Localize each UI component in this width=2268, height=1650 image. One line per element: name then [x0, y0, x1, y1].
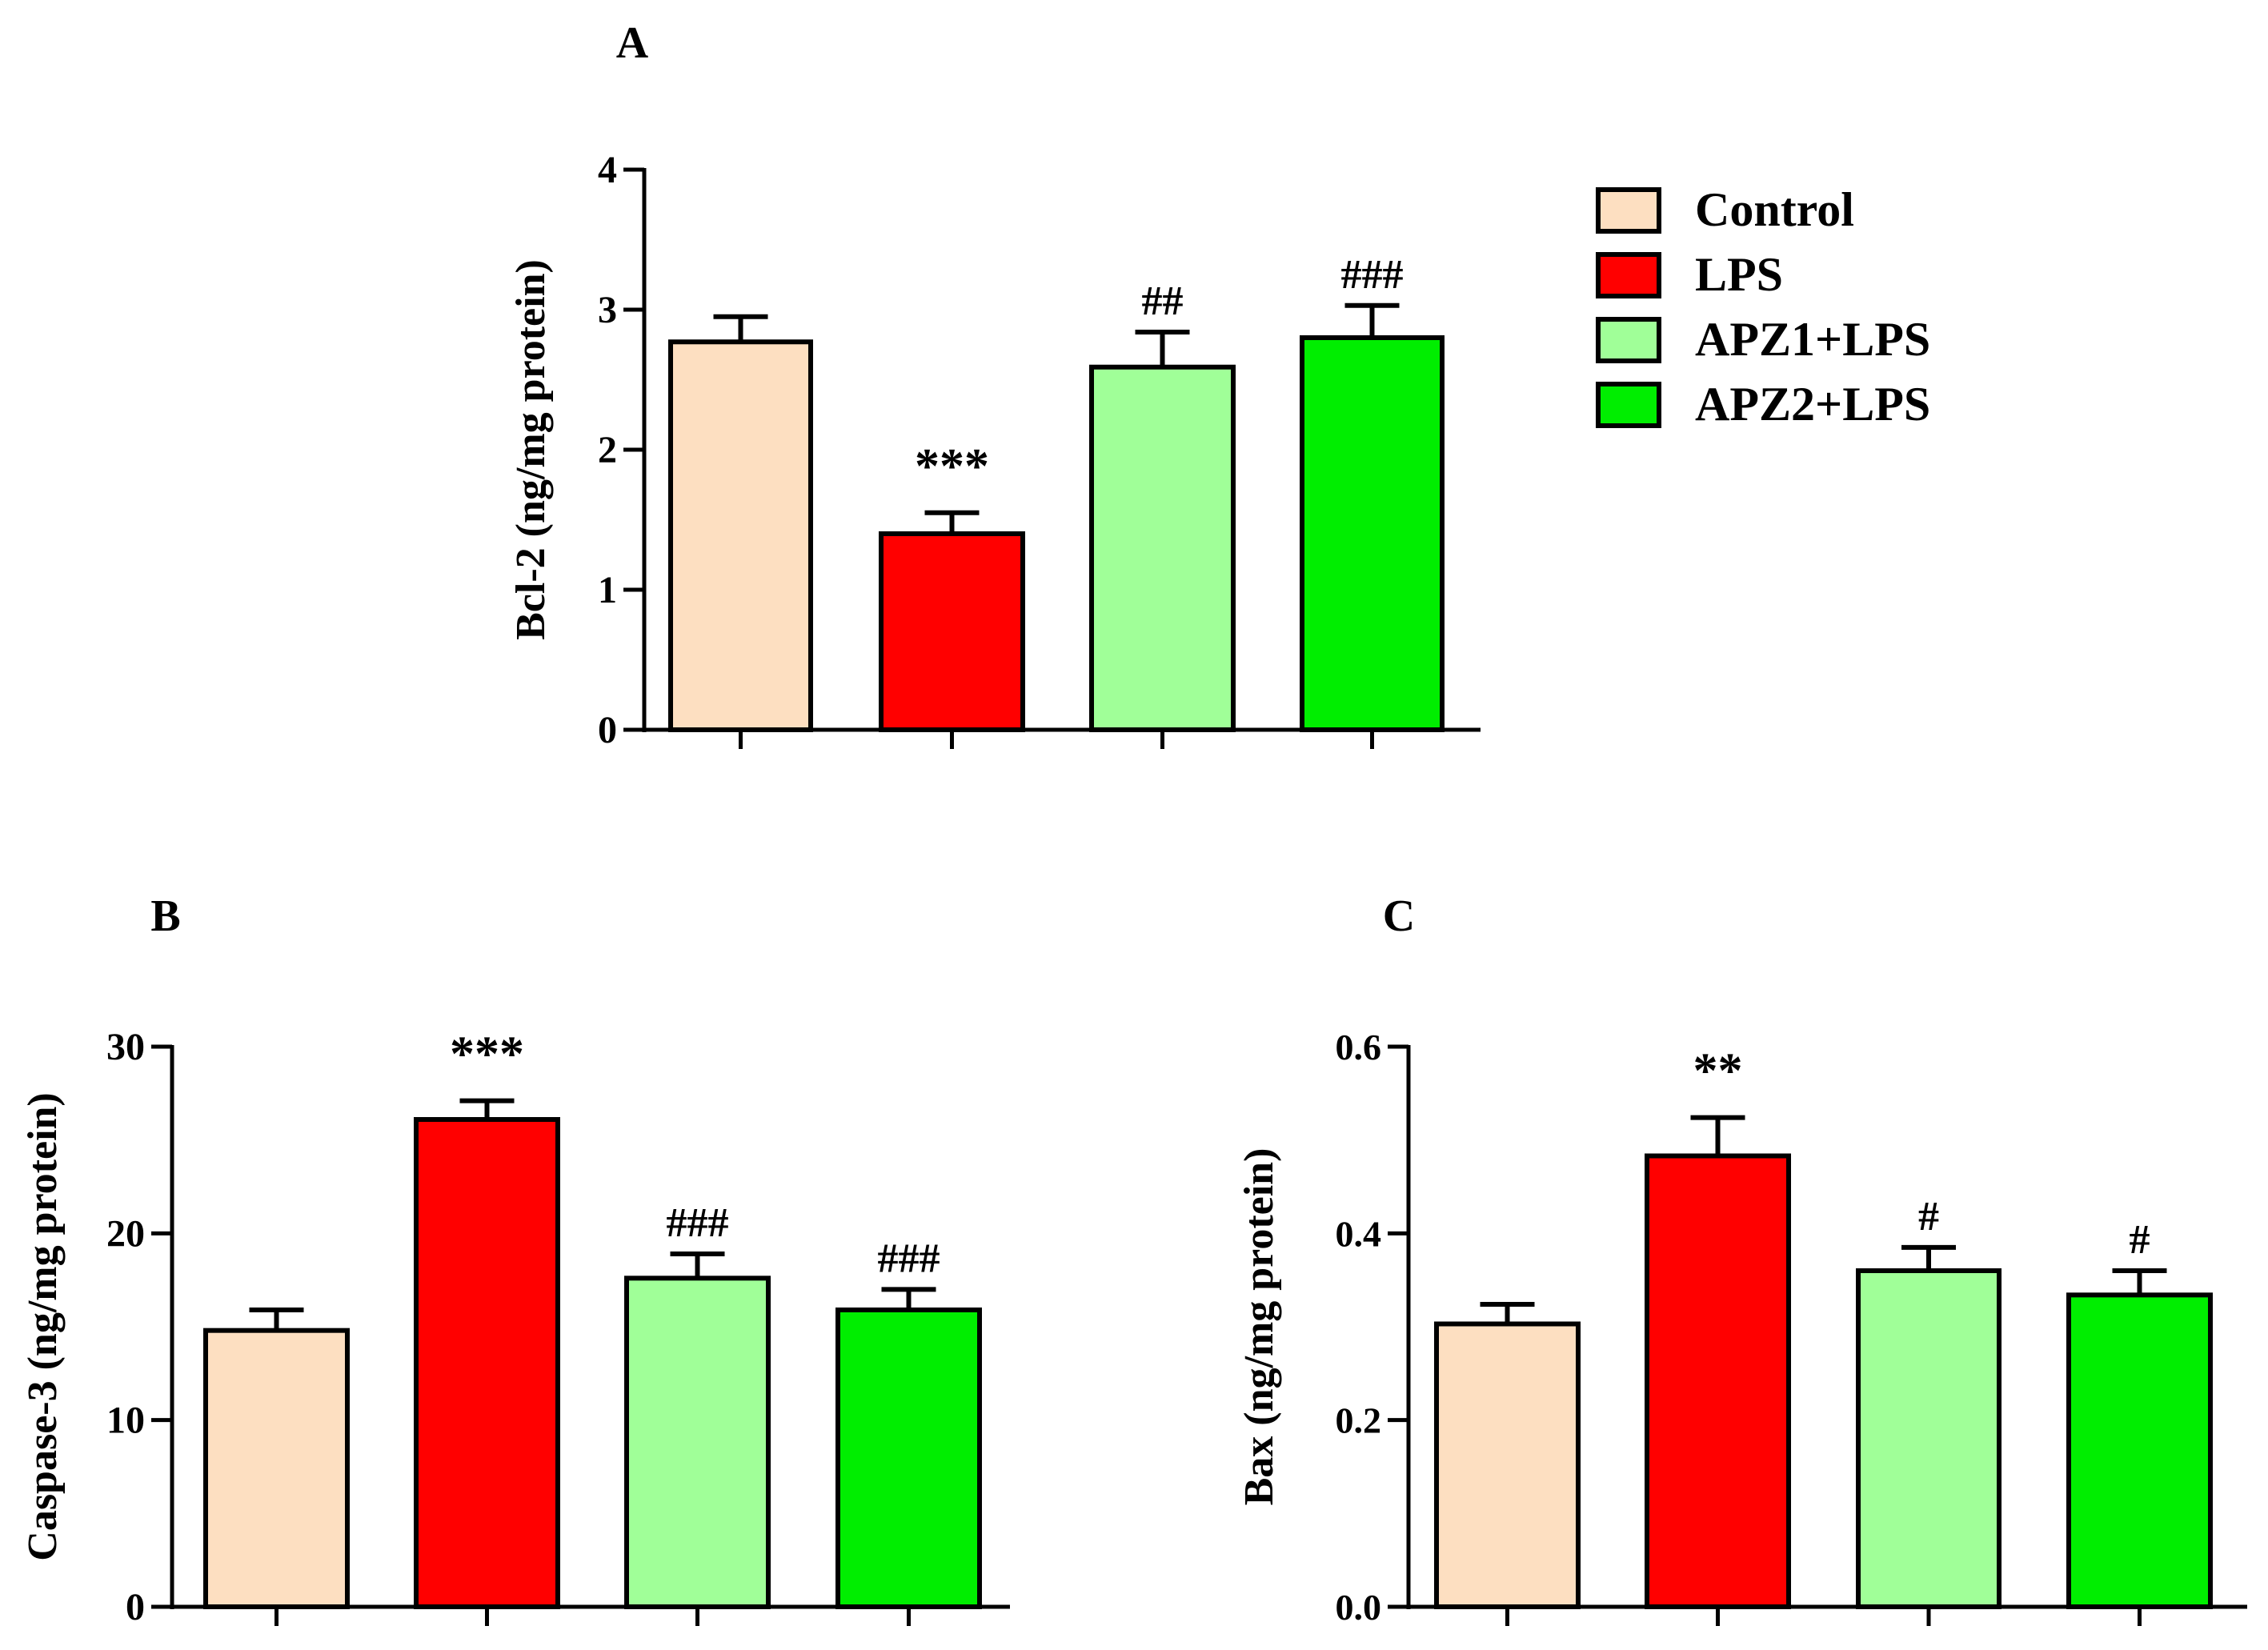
bar-lps [879, 531, 1025, 732]
y-axis-label: Bax (ng/mg protein) [1236, 1148, 1282, 1506]
significance-label: ### [667, 1200, 729, 1246]
bar-control [203, 1328, 350, 1609]
y-axis-label: Caspase-3 (ng/mg protein) [20, 1092, 66, 1560]
bar-apz1-lps [1089, 364, 1236, 732]
y-axis-label: Bcl-2 (ng/mg protein) [508, 259, 554, 640]
y-tick-label: 0.4 [1336, 1213, 1382, 1254]
y-tick-label: 10 [106, 1400, 145, 1442]
y-tick-label: 0 [598, 709, 617, 751]
legend-swatch [1596, 382, 1661, 428]
significance-label: ### [878, 1235, 940, 1281]
significance-label: # [1918, 1194, 1939, 1240]
bar-apz2-lps [1300, 335, 1445, 732]
y-tick-label: 20 [106, 1212, 145, 1255]
significance-label: ## [1142, 278, 1184, 324]
bar-control [668, 339, 813, 732]
legend-swatch [1596, 252, 1661, 298]
legend-swatch [1596, 187, 1661, 234]
bar-lps [414, 1117, 560, 1609]
panel-title: C [1383, 891, 1415, 941]
y-tick-label: 0 [126, 1586, 145, 1628]
bar-control [1434, 1321, 1581, 1609]
bar-apz1-lps [624, 1276, 771, 1610]
bar-lps [1645, 1153, 1791, 1609]
panel-title: B [150, 891, 180, 941]
y-tick-label: 4 [598, 149, 617, 191]
y-tick-label: 0.2 [1336, 1400, 1382, 1441]
y-tick-label: 0.6 [1336, 1027, 1382, 1067]
y-tick-label: 30 [106, 1026, 145, 1068]
significance-label: ** [1693, 1044, 1743, 1099]
legend: Control LPS APZ1+LPS APZ2+LPS [1596, 183, 1930, 431]
significance-label: *** [915, 439, 989, 494]
y-tick-label: 1 [598, 569, 617, 611]
legend-swatch [1596, 317, 1661, 363]
bar-apz2-lps [2066, 1292, 2213, 1610]
y-tick-label: 3 [598, 289, 617, 331]
y-tick-label: 0.0 [1336, 1587, 1382, 1628]
panel-b-caspase3-chart: B Caspase-3 (ng/mg protein) 0 10 20 30 *** ### #… [20, 891, 1010, 1628]
significance-label: *** [450, 1027, 524, 1082]
legend-label: LPS [1695, 248, 1783, 301]
legend-label: APZ2+LPS [1695, 378, 1930, 431]
significance-label: # [2130, 1217, 2150, 1263]
bar-apz2-lps [835, 1308, 982, 1609]
legend-label: Control [1695, 183, 1854, 236]
panel-c-bax-chart: C Bax (ng/mg protein) 0.0 0.2 0.4 0.6 ** # # [1236, 891, 2247, 1628]
panel-title: A [616, 18, 649, 68]
bar-apz1-lps [1856, 1268, 2002, 1609]
legend-label: APZ1+LPS [1695, 313, 1930, 366]
y-tick-label: 2 [598, 429, 617, 471]
significance-label: ### [1341, 252, 1404, 298]
